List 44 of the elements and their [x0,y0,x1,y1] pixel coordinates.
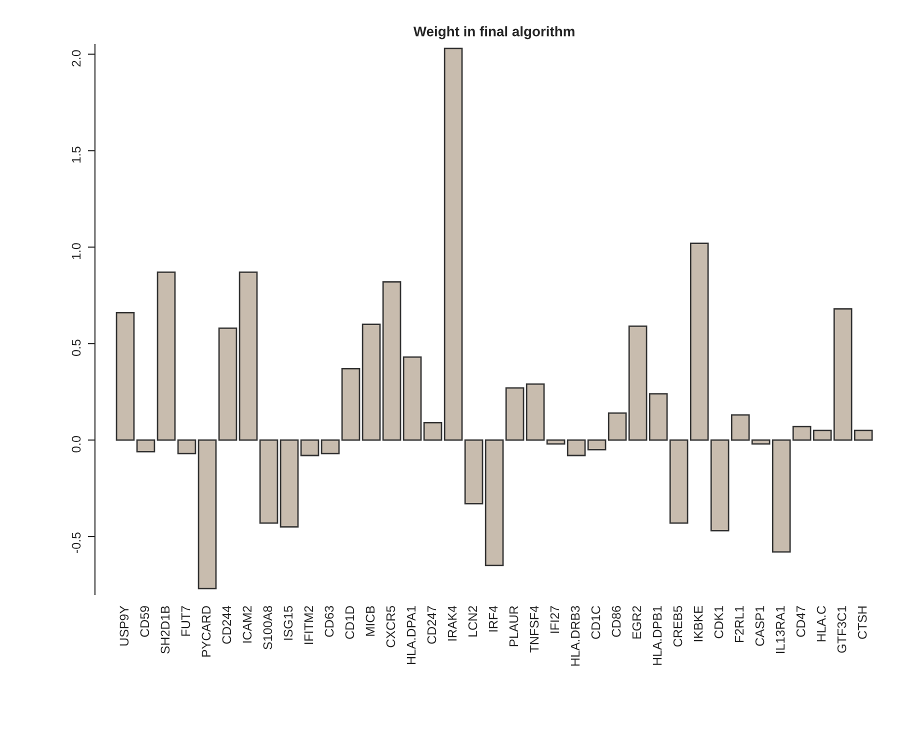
x-tick-label: CXCR5 [386,606,396,648]
x-tick-label: CD86 [612,606,621,637]
x-tick-label: HLA.DPA1 [406,606,416,664]
x-tick-label: PLAUR [509,606,518,646]
x-tick-label: MICB [366,606,375,636]
x-tick-label: CASP1 [755,606,764,646]
x-tick-label: S100A8 [263,606,272,650]
x-tick-label: HLA.DPB1 [652,606,662,665]
x-tick-label: CD1D [345,606,354,639]
x-tick-label: CD59 [140,606,150,637]
x-tick-label: IFI27 [550,606,560,633]
x-tick-label: PYCARD [202,606,211,657]
x-tick-label: CD47 [796,606,806,637]
x-tick-label: CD244 [222,606,232,644]
x-tick-label: TNFSF4 [530,606,539,652]
y-tick-label: 1.0 [72,243,81,260]
x-tick-label: HLA.C [816,606,826,642]
x-tick-label: CD1C [591,606,600,639]
x-tick-label: ICAM2 [242,606,252,643]
y-tick-label: 0.5 [72,340,81,356]
x-tick-label: HLA.DRB3 [570,606,580,666]
y-tick-label: 1.5 [72,146,81,163]
x-tick-label: LCN2 [468,606,478,636]
x-tick-label: CTSH [858,606,867,639]
x-tick-label: IRF4 [488,606,498,632]
x-tick-label: IRAK4 [448,606,457,640]
x-tick-label: IL13RA1 [776,606,785,653]
x-tick-label: CD63 [324,606,334,637]
x-tick-label: ISG15 [284,606,293,640]
x-tick-label: GTF3C1 [837,606,846,653]
y-tick-label: 0.0 [72,436,81,452]
x-tick-label: IFITM2 [304,606,314,644]
y-tick-label: -0.5 [72,532,81,553]
x-tick-label: CD247 [427,606,436,644]
x-tick-label: CREB5 [673,606,682,647]
y-tick-label: 2.0 [72,50,81,66]
chart-title: Weight in final algorithm [413,26,574,40]
x-tick-label: F2RL1 [734,606,744,642]
x-tick-label: IKBKE [694,606,703,642]
x-tick-label: USP9Y [120,606,129,646]
x-tick-label: FUT7 [181,606,190,636]
x-tick-label: SH2D1B [160,606,170,654]
x-tick-label: EGR2 [632,606,642,639]
x-tick-label: CDK1 [714,606,724,638]
